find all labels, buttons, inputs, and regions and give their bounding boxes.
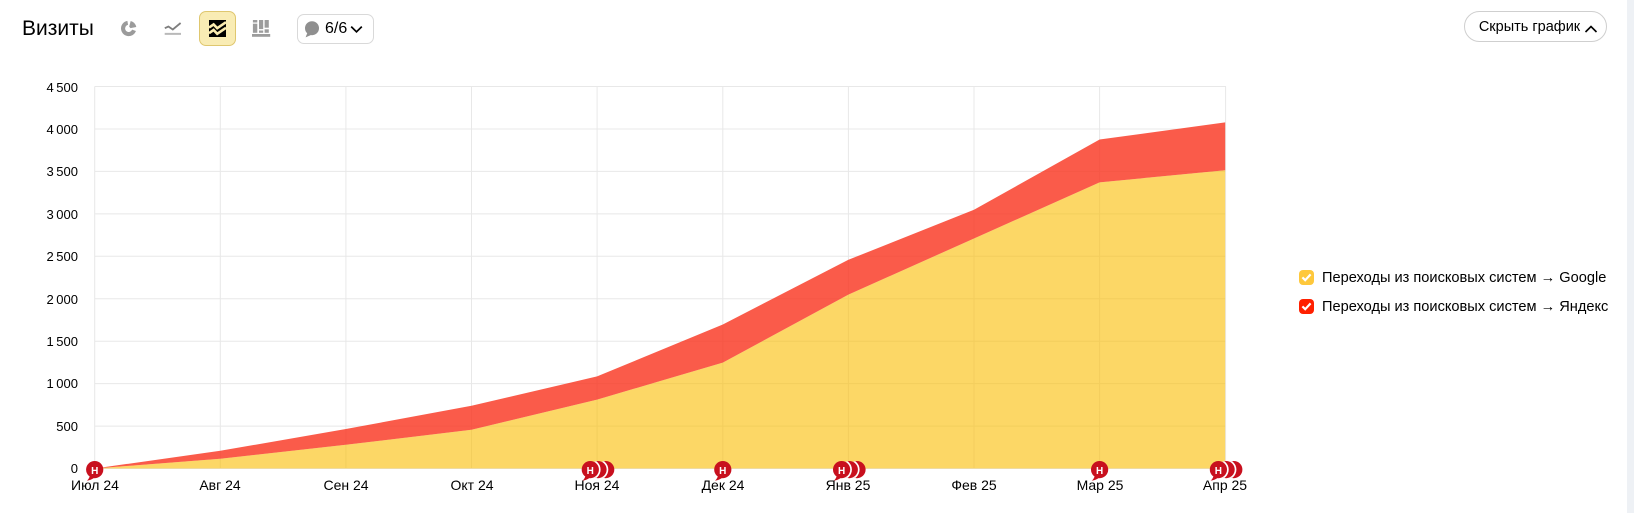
svg-text:Н: Н [838, 466, 845, 477]
svg-text:Н: Н [1096, 466, 1103, 477]
svg-text:Н: Н [587, 466, 594, 477]
svg-text:Н: Н [91, 466, 98, 477]
svg-text:Н: Н [719, 466, 726, 477]
svg-text:Н: Н [1215, 466, 1222, 477]
